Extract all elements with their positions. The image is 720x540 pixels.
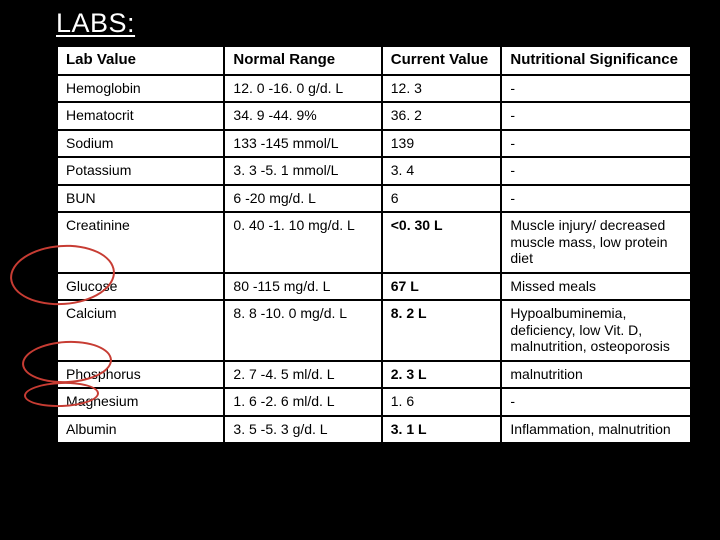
cell-significance: Missed meals [501,273,691,301]
table-row: Sodium133 -145 mmol/L139- [57,130,691,158]
table-row: Magnesium1. 6 -2. 6 ml/d. L1. 6- [57,388,691,416]
cell-significance: - [501,130,691,158]
cell-value: 1. 6 [382,388,502,416]
col-current-value: Current Value [382,46,502,75]
cell-lab: Glucose [57,273,224,301]
table-row: Potassium3. 3 -5. 1 mmol/L3. 4- [57,157,691,185]
table-row: Phosphorus2. 7 -4. 5 ml/d. L2. 3 Lmalnut… [57,361,691,389]
slide-title: LABS: [56,8,692,39]
cell-value: 139 [382,130,502,158]
cell-range: 80 -115 mg/d. L [224,273,381,301]
cell-value: 3. 1 L [382,416,502,444]
table-row: Creatinine0. 40 -1. 10 mg/d. L<0. 30 LMu… [57,212,691,273]
cell-range: 133 -145 mmol/L [224,130,381,158]
cell-range: 34. 9 -44. 9% [224,102,381,130]
table-header-row: Lab Value Normal Range Current Value Nut… [57,46,691,75]
table-row: Calcium8. 8 -10. 0 mg/d. L8. 2 LHypoalbu… [57,300,691,361]
table-row: Glucose80 -115 mg/d. L67 LMissed meals [57,273,691,301]
cell-value: 12. 3 [382,75,502,103]
labs-table: Lab Value Normal Range Current Value Nut… [56,45,692,444]
cell-lab: Calcium [57,300,224,361]
cell-value: 8. 2 L [382,300,502,361]
cell-range: 2. 7 -4. 5 ml/d. L [224,361,381,389]
cell-significance: - [501,75,691,103]
cell-range: 3. 5 -5. 3 g/d. L [224,416,381,444]
cell-significance: Muscle injury/ decreased muscle mass, lo… [501,212,691,273]
cell-significance: - [501,102,691,130]
cell-lab: Albumin [57,416,224,444]
cell-range: 8. 8 -10. 0 mg/d. L [224,300,381,361]
cell-range: 3. 3 -5. 1 mmol/L [224,157,381,185]
table-row: Albumin3. 5 -5. 3 g/d. L3. 1 LInflammati… [57,416,691,444]
cell-significance: - [501,185,691,213]
cell-lab: Hemoglobin [57,75,224,103]
col-nutritional-significance: Nutritional Significance [501,46,691,75]
cell-significance: - [501,388,691,416]
cell-range: 12. 0 -16. 0 g/d. L [224,75,381,103]
cell-range: 1. 6 -2. 6 ml/d. L [224,388,381,416]
cell-lab: Potassium [57,157,224,185]
cell-lab: BUN [57,185,224,213]
cell-value: 67 L [382,273,502,301]
cell-lab: Magnesium [57,388,224,416]
cell-value: 3. 4 [382,157,502,185]
table-row: Hematocrit34. 9 -44. 9%36. 2- [57,102,691,130]
cell-significance: Inflammation, malnutrition [501,416,691,444]
cell-lab: Hematocrit [57,102,224,130]
cell-value: 36. 2 [382,102,502,130]
cell-lab: Phosphorus [57,361,224,389]
cell-significance: Hypoalbuminemia, deficiency, low Vit. D,… [501,300,691,361]
cell-range: 6 -20 mg/d. L [224,185,381,213]
cell-lab: Sodium [57,130,224,158]
cell-significance: - [501,157,691,185]
col-normal-range: Normal Range [224,46,381,75]
cell-lab: Creatinine [57,212,224,273]
cell-value: 2. 3 L [382,361,502,389]
table-row: Hemoglobin12. 0 -16. 0 g/d. L12. 3- [57,75,691,103]
cell-range: 0. 40 -1. 10 mg/d. L [224,212,381,273]
cell-value: <0. 30 L [382,212,502,273]
table-row: BUN6 -20 mg/d. L6- [57,185,691,213]
col-lab-value: Lab Value [57,46,224,75]
cell-value: 6 [382,185,502,213]
cell-significance: malnutrition [501,361,691,389]
